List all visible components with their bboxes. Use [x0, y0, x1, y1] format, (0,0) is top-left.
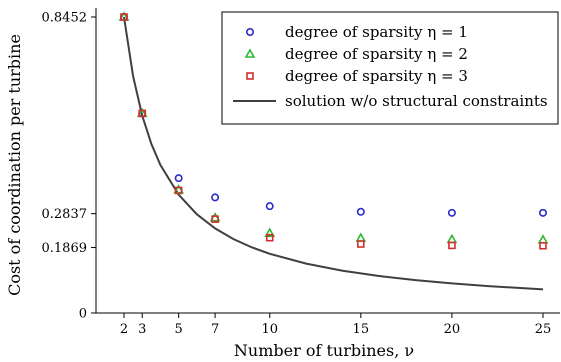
legend-label-4: solution w/o structural constraints — [285, 92, 548, 110]
ticks-layer: 2 3 5 7 10 15 20 25 0 0.1869 0.2837 0.8452 — [42, 11, 552, 338]
data-point-series-1 — [538, 208, 547, 217]
x-tick-label: 20 — [444, 322, 461, 337]
x-tick-label: 7 — [211, 322, 219, 337]
data-point-series-1 — [356, 207, 365, 216]
legend-symbol-2 — [244, 48, 256, 58]
y-tick-label: 0.1869 — [42, 241, 88, 256]
data-point-series-1 — [447, 208, 456, 217]
x-tick-label: 25 — [535, 322, 552, 337]
data-point-series-1 — [174, 174, 183, 183]
legend-symbol-3 — [246, 72, 254, 80]
points-layer — [118, 11, 549, 250]
x-tick-label: 15 — [353, 322, 370, 337]
data-point-series-3 — [138, 109, 147, 118]
legend-box — [221, 11, 559, 125]
y-tick-label: 0.2837 — [42, 207, 88, 222]
data-point-series-3 — [357, 240, 365, 248]
y-tick-label: 0.8452 — [42, 11, 88, 26]
x-tick-label: 5 — [175, 322, 183, 337]
legend-label-2: degree of sparsity η = 2 — [285, 45, 468, 63]
legend-label-3: degree of sparsity η = 3 — [285, 67, 468, 85]
x-tick-label: 2 — [120, 322, 128, 337]
data-point-series-3 — [120, 13, 128, 21]
y-tick-label: 0 — [79, 307, 87, 322]
data-point-series-2 — [446, 233, 458, 244]
data-point-series-3 — [265, 233, 274, 242]
x-tick-label: 3 — [138, 322, 146, 337]
data-point-series-2 — [355, 232, 367, 242]
x-axis-label: Number of turbines, ν — [234, 341, 414, 360]
data-point-series-3 — [539, 241, 547, 250]
data-point-series-2 — [537, 234, 549, 244]
axes — [95, 8, 560, 314]
data-point-series-3 — [174, 186, 183, 195]
data-point-series-1 — [265, 202, 274, 211]
data-point-series-3 — [211, 215, 219, 223]
data-point-series-2 — [264, 227, 276, 237]
curve-layer — [123, 16, 544, 291]
data-point-series-1 — [211, 193, 220, 202]
y-axis-label: Cost of coordination per turbine — [5, 34, 24, 296]
legend-label-1: degree of sparsity η = 1 — [285, 23, 468, 41]
series-line-unconstrained — [123, 16, 544, 291]
data-point-series-3 — [448, 241, 456, 250]
legend: degree of sparsity η = 1 degree of sparsi… — [221, 11, 559, 125]
data-point-series-2 — [209, 212, 221, 222]
x-tick-label: 10 — [261, 322, 278, 337]
legend-symbol-1 — [246, 27, 255, 36]
